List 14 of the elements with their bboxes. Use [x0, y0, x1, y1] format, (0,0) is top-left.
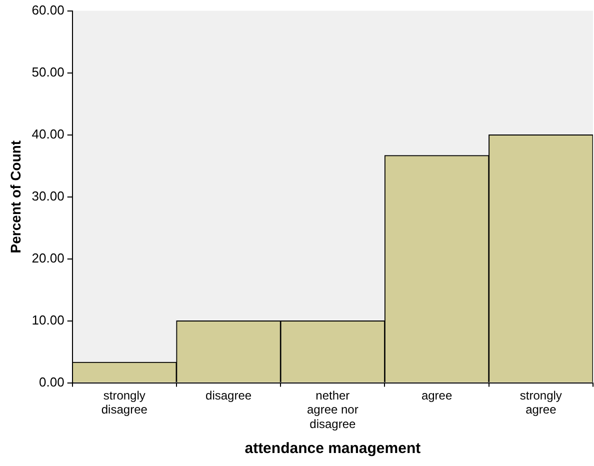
x-tick-label: nether agree nor disagree — [306, 388, 358, 432]
y-tick-label: 40.00 — [32, 126, 64, 142]
y-tick-label: 10.00 — [32, 312, 64, 328]
y-tick-label: 60.00 — [32, 2, 64, 18]
x-tick-label: disagree — [206, 388, 252, 402]
x-tick-label: strongly disagree — [101, 388, 148, 417]
x-tick-label: strongly agree — [520, 388, 562, 417]
x-tick-label: agree — [421, 388, 452, 402]
y-tick-label: 20.00 — [32, 250, 64, 266]
y-tick-label: 0.00 — [39, 374, 64, 390]
y-tick-label: 30.00 — [32, 188, 64, 204]
y-axis-title: Percent of Count — [7, 140, 24, 254]
x-axis-title: attendance management — [244, 440, 421, 458]
y-tick-label: 50.00 — [32, 64, 64, 80]
